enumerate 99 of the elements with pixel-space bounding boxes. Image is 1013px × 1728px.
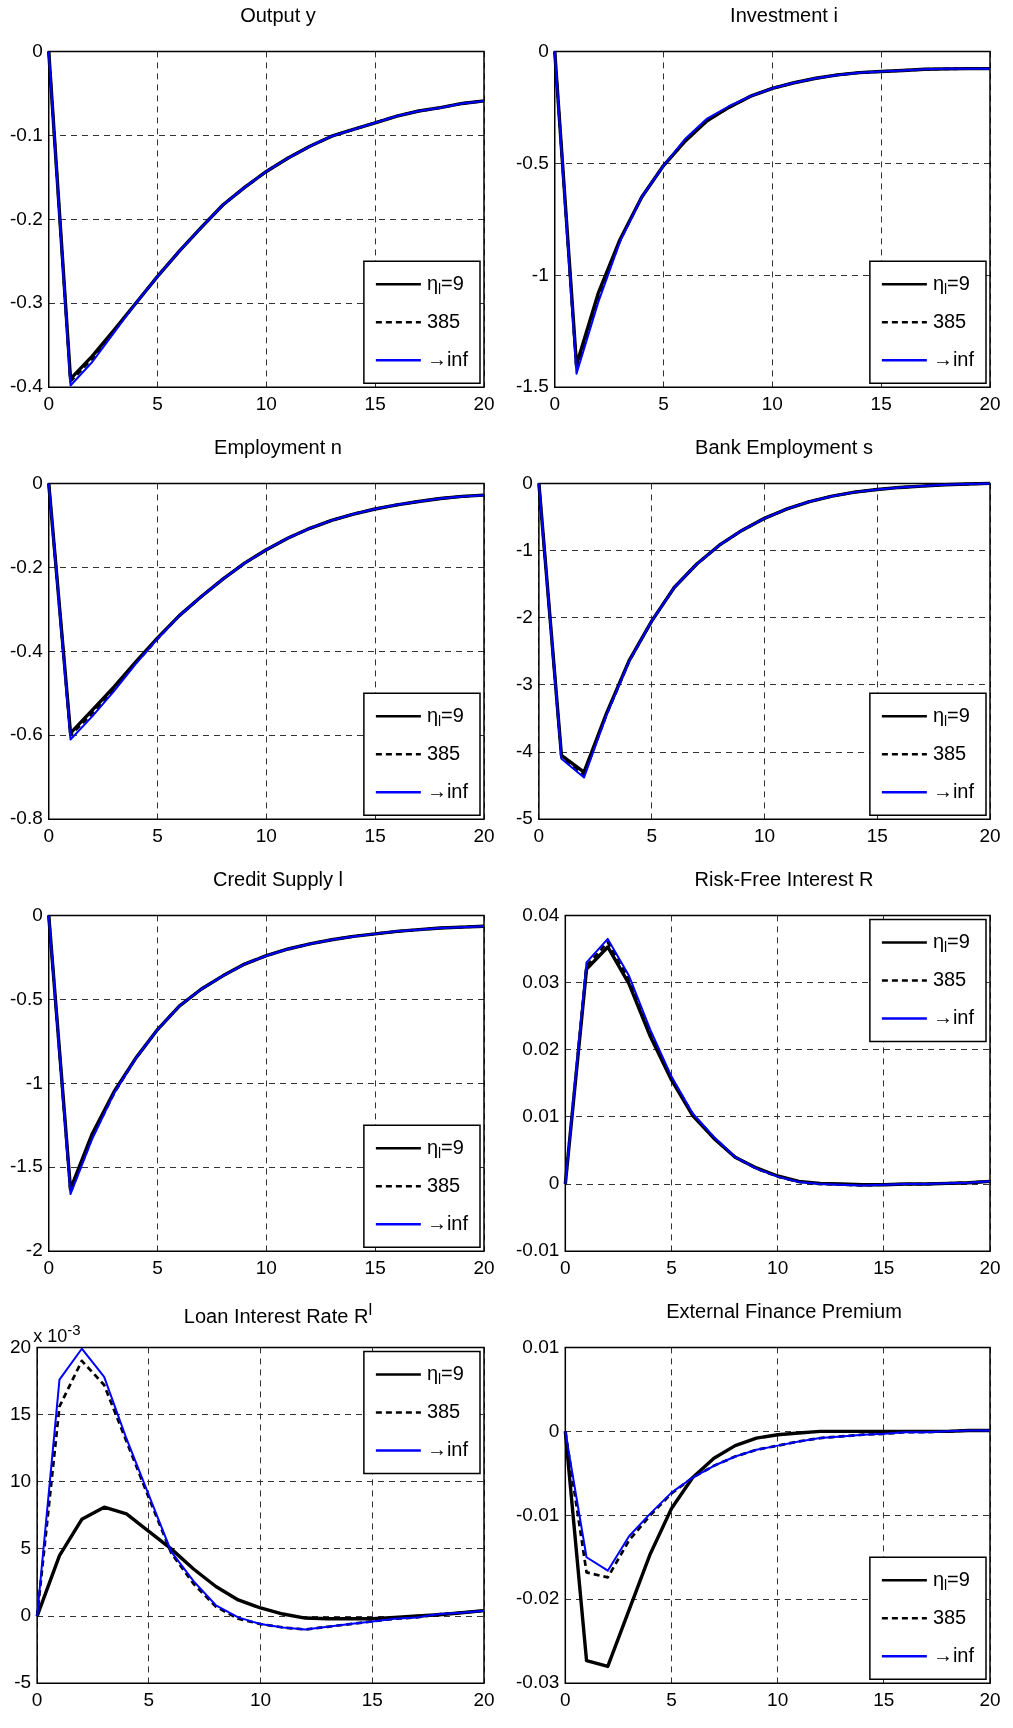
x-tick-label: 20 — [473, 824, 495, 846]
legend-label: →inf — [932, 347, 975, 370]
chart-title: Credit Supply l — [211, 868, 345, 891]
legend-label: 385 — [426, 1173, 461, 1196]
x-tick-label: 20 — [473, 1688, 495, 1710]
y-tick-label: -0.03 — [515, 1671, 560, 1693]
y-tick-label: 0.01 — [522, 1105, 560, 1127]
x-tick-label: 15 — [364, 824, 386, 846]
y-tick-label: -0.5 — [9, 987, 43, 1009]
legend-label: 385 — [426, 741, 461, 764]
y-tick-label: -3 — [515, 673, 533, 695]
y-tick-label: -1.5 — [9, 1155, 43, 1177]
y-tick-label: -4 — [515, 740, 534, 762]
x-tick-label: 15 — [361, 1688, 383, 1710]
x-tick-label: 20 — [979, 1256, 1001, 1278]
x-tick-label: 5 — [143, 1688, 155, 1710]
text: x 10$^{-3}$ — [33, 1321, 81, 1348]
y-tick-label: 0 — [32, 39, 43, 61]
legend-label: 385 — [932, 967, 967, 990]
legend-label: →inf — [932, 1643, 975, 1666]
y-tick-label: 0.01 — [522, 1335, 560, 1357]
x-tick-label: 20 — [473, 1256, 495, 1278]
x-tick-label: 5 — [646, 824, 657, 846]
x-tick-label: 10 — [255, 824, 277, 846]
y-tick-label: -5 — [14, 1671, 32, 1693]
y-tick-label: -0.5 — [515, 151, 549, 173]
y-tick-label: 10 — [9, 1469, 32, 1491]
legend-label: →inf — [932, 779, 975, 802]
y-tick-label: 0 — [538, 39, 549, 61]
y-tick-label: -0.01 — [515, 1503, 560, 1525]
y-tick-label: -0.4 — [9, 639, 44, 661]
y-tick-label: 0 — [32, 903, 43, 925]
chart-title: Investment i — [729, 4, 839, 27]
legend-label: →inf — [426, 1437, 469, 1460]
legend-label: →inf — [426, 347, 469, 370]
x-tick-label: 20 — [979, 824, 1001, 846]
chart-title: Bank Employment s — [694, 436, 874, 459]
x-tick-label: 15 — [873, 1688, 895, 1710]
chart-title: Risk-Free Interest R — [693, 868, 875, 891]
x-tick-label: 10 — [753, 824, 776, 846]
x-tick-label: 5 — [658, 392, 669, 414]
legend-label: →inf — [426, 779, 469, 802]
y-tick-label: 0.03 — [522, 970, 560, 992]
x-tick-label: 10 — [255, 392, 277, 414]
chart-title: Employment n — [213, 436, 343, 459]
x-tick-label: 20 — [979, 392, 1001, 414]
x-tick-label: 5 — [152, 392, 163, 414]
legend-label: →inf — [426, 1211, 469, 1234]
legend-label: →inf — [932, 1005, 975, 1028]
y-tick-label: -0.02 — [515, 1587, 560, 1609]
x-tick-label: 5 — [666, 1688, 677, 1710]
legend-label: 385 — [426, 309, 461, 332]
x-tick-label: 5 — [152, 1256, 163, 1278]
chart-title: External Finance Premium — [665, 1300, 903, 1323]
legend-label: 385 — [932, 309, 967, 332]
x-tick-label: 10 — [767, 1256, 789, 1278]
x-tick-label: 15 — [866, 824, 888, 846]
y-tick-label: -0.8 — [9, 807, 43, 829]
y-tick-label: 0 — [32, 471, 43, 493]
x-tick-label: 10 — [255, 1256, 277, 1278]
y-tick-label: -5 — [515, 807, 533, 829]
legend-label: 385 — [932, 1605, 967, 1628]
y-tick-label: -0.3 — [9, 291, 43, 313]
y-tick-label: -1 — [515, 538, 533, 560]
y-tick-label: 0 — [548, 1419, 560, 1441]
x-tick-label: 15 — [364, 1256, 386, 1278]
x-tick-label: 10 — [761, 392, 783, 414]
y-tick-label: -0.4 — [9, 375, 44, 397]
y-tick-label: -0.01 — [515, 1239, 560, 1261]
y-tick-label: 15 — [9, 1402, 32, 1424]
x-tick-label: 15 — [873, 1256, 895, 1278]
chart-title: Output y — [239, 4, 317, 27]
x-tick-label: 10 — [767, 1688, 789, 1710]
y-tick-label: 20 — [9, 1335, 32, 1357]
y-tick-label: 0.02 — [522, 1037, 560, 1059]
legend-label: 385 — [932, 741, 967, 764]
y-tick-label: -1.5 — [515, 375, 549, 397]
y-tick-label: -0.2 — [9, 207, 43, 229]
x-tick-label: 5 — [666, 1256, 677, 1278]
y-tick-label: -1 — [25, 1071, 43, 1093]
y-tick-label: 0.04 — [522, 903, 560, 925]
x-tick-label: 20 — [473, 392, 495, 414]
y-tick-label: -0.6 — [9, 723, 43, 745]
legend-label: 385 — [426, 1399, 461, 1422]
x-tick-label: 5 — [152, 824, 163, 846]
y-tick-label: -2 — [515, 605, 533, 627]
x-tick-label: 15 — [364, 392, 386, 414]
x-tick-label: 20 — [979, 1688, 1001, 1710]
y-tick-label: 0 — [20, 1604, 32, 1626]
y-tick-label: 0 — [522, 471, 533, 493]
y-tick-label: -1 — [531, 263, 549, 285]
y-tick-label: -0.2 — [9, 555, 43, 577]
y-tick-label: -2 — [25, 1239, 43, 1261]
chart-title: Loan Interest Rate R$^{l}$ — [183, 1300, 373, 1327]
y-tick-label: -0.1 — [9, 123, 43, 145]
y-tick-label: 5 — [20, 1537, 32, 1559]
y-tick-label: 0 — [548, 1172, 560, 1194]
x-tick-label: 15 — [870, 392, 892, 414]
x-tick-label: 10 — [250, 1688, 272, 1710]
